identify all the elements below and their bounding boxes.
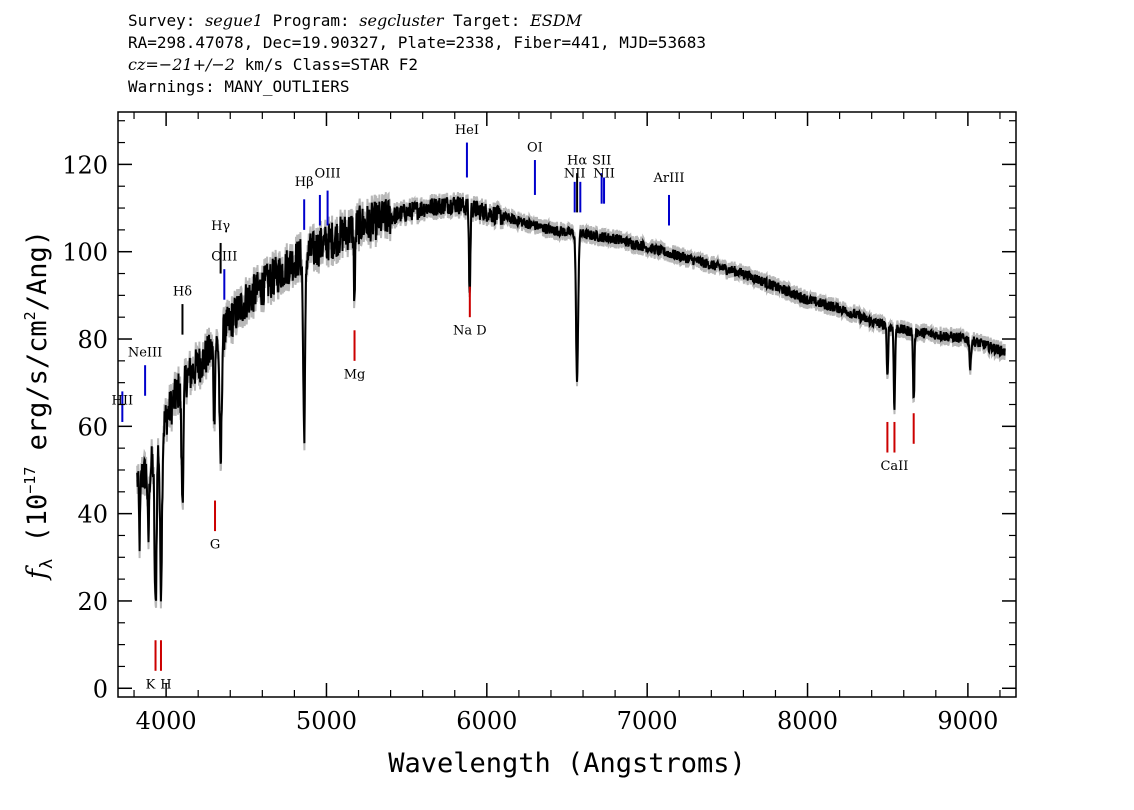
plot-frame bbox=[117, 111, 1017, 698]
cz-label: cz= bbox=[128, 55, 159, 74]
error-band-layer bbox=[136, 191, 1006, 609]
x-tick-label: 7000 bbox=[617, 707, 678, 735]
header-line-coordinates: RA=298.47078, Dec=19.90327, Plate=2338, … bbox=[128, 33, 706, 52]
emission-line-label: HII bbox=[112, 394, 134, 409]
absorption-line-label: G bbox=[210, 538, 220, 553]
survey-value: segue1 bbox=[205, 11, 263, 30]
emission-line-label: NII bbox=[564, 166, 586, 181]
target-value: ESDM bbox=[530, 11, 582, 30]
y-axis-title-lambda: λ bbox=[37, 559, 57, 569]
absorption-line-label: Mg bbox=[344, 367, 366, 382]
flux-series-layer bbox=[136, 196, 1006, 602]
header-line-survey: Survey: segue1 Program: segcluster Targe… bbox=[128, 10, 706, 32]
x-tick-label: 4000 bbox=[136, 707, 197, 735]
header-line-redshift: cz=−21+/−2 km/s Class=STAR F2 bbox=[128, 54, 706, 76]
y-tick-label: 120 bbox=[62, 151, 108, 179]
absorption-line-label: K bbox=[146, 677, 156, 692]
header-line-warnings: Warnings: MANY_OUTLIERS bbox=[128, 77, 350, 96]
axis-ticks-layer: 4000 5000 6000 7000 8000 9000 0 20 40 60 80 100 120 bbox=[62, 112, 1016, 735]
y-axis-title-exponent: −17 bbox=[21, 467, 39, 494]
absorption-line-label: CaII bbox=[880, 459, 908, 474]
emission-line-label: ArIII bbox=[652, 171, 684, 186]
survey-label: Survey: bbox=[128, 11, 196, 30]
y-tick-label: 20 bbox=[77, 588, 108, 616]
y-axis-title-close: /Ang) bbox=[22, 230, 53, 311]
y-tick-label: 40 bbox=[77, 501, 108, 529]
emission-line-label: OIII bbox=[211, 249, 237, 264]
emission-line-label: Hβ bbox=[295, 175, 314, 190]
y-tick-label: 80 bbox=[77, 326, 108, 354]
absorption-line-label: Na D bbox=[453, 324, 487, 339]
x-tick-label: 8000 bbox=[777, 707, 838, 735]
y-tick-label: 100 bbox=[62, 239, 108, 267]
y-axis-title-open: (10 bbox=[22, 494, 53, 559]
emission-line-label: SII bbox=[592, 153, 611, 168]
x-axis-title: Wavelength (Angstroms) bbox=[388, 748, 746, 779]
y-tick-label: 60 bbox=[77, 413, 108, 441]
error-upper bbox=[136, 191, 1006, 595]
x-tick-label: 5000 bbox=[296, 707, 357, 735]
y-axis-title-square: 2 bbox=[21, 311, 39, 320]
emission-line-label: NII bbox=[593, 166, 615, 181]
program-label: Program: bbox=[272, 11, 350, 30]
y-axis-title: fλ (10−17 erg/s/cm2/Ang) bbox=[21, 230, 57, 581]
flux-line bbox=[136, 196, 1006, 602]
spectrum-header: Survey: segue1 Program: segcluster Targe… bbox=[128, 10, 706, 98]
x-tick-label: 6000 bbox=[456, 707, 517, 735]
y-tick-label: 0 bbox=[93, 675, 108, 703]
emission-line-label: Hγ bbox=[211, 219, 230, 234]
x-tick-label: 9000 bbox=[937, 707, 998, 735]
emission-line-label: HeI bbox=[455, 123, 479, 138]
emission-line-label: Hα bbox=[567, 153, 587, 168]
target-label: Target: bbox=[453, 11, 521, 30]
program-value: segcluster bbox=[359, 11, 444, 30]
emission-line-label: OI bbox=[527, 140, 543, 155]
emission-line-label: Hδ bbox=[173, 284, 192, 299]
emission-line-label: NeIII bbox=[128, 345, 162, 360]
cz-value: −21+/−2 bbox=[158, 55, 235, 74]
class-text: km/s Class=STAR F2 bbox=[234, 55, 418, 74]
y-axis-title-units: erg/s/cm bbox=[22, 320, 53, 466]
emission-line-label: OIII bbox=[315, 166, 341, 181]
